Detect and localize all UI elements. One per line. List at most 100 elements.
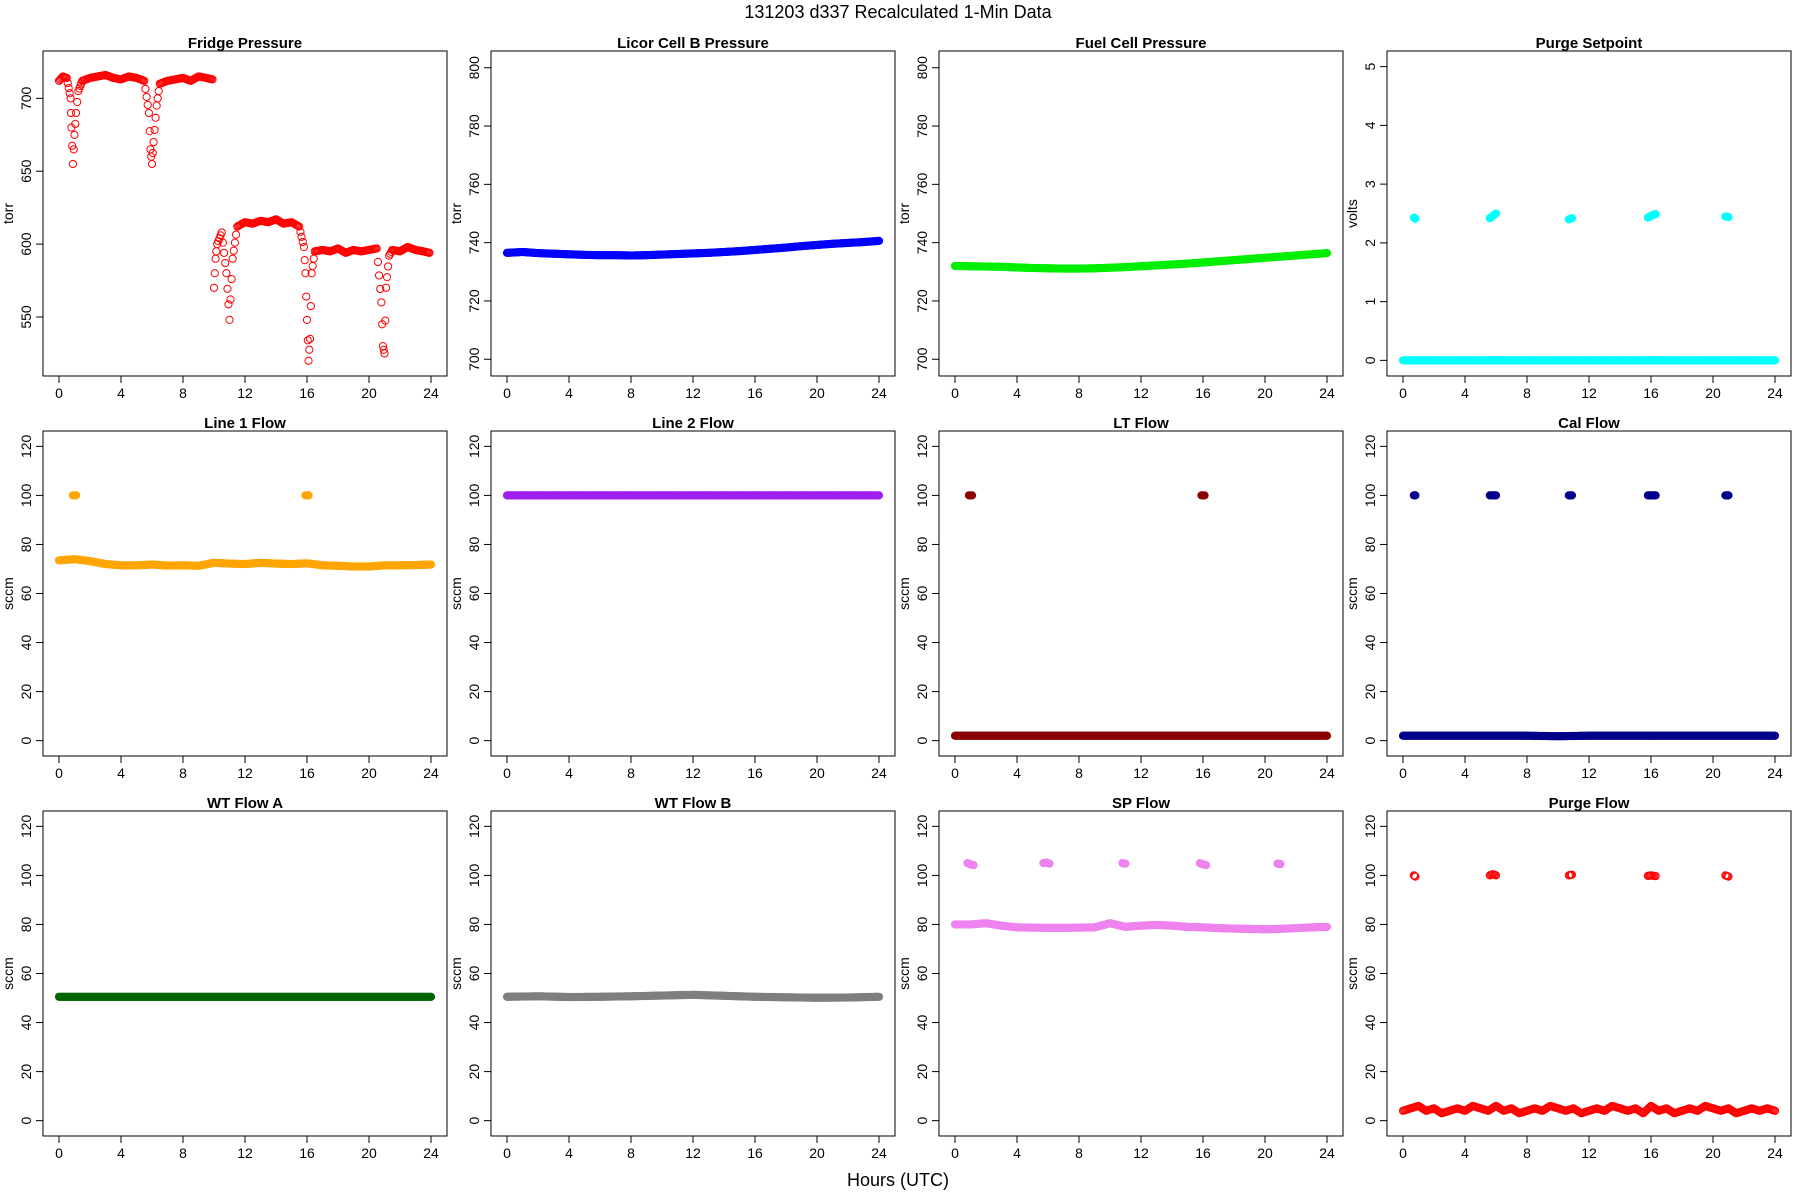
data-point — [426, 992, 436, 1001]
y-tick-label: 1 — [1362, 298, 1378, 306]
data-point — [1698, 1103, 1708, 1112]
data-point — [218, 238, 228, 247]
x-tick-label: 8 — [627, 765, 635, 781]
data-point — [230, 238, 240, 247]
data-point — [377, 298, 386, 307]
data-point — [217, 228, 226, 237]
x-tick-label: 24 — [1767, 385, 1783, 401]
x-tick-label: 0 — [1399, 765, 1407, 781]
y-tick-label: 40 — [466, 1015, 482, 1031]
plot-frame — [1386, 810, 1792, 1137]
x-tick-label: 8 — [1075, 1145, 1083, 1161]
y-tick-label: 40 — [914, 635, 930, 651]
y-tick-label: 20 — [1362, 1064, 1378, 1080]
series — [950, 919, 1332, 934]
y-tick-label: 800 — [466, 56, 482, 80]
data-point — [1322, 249, 1332, 258]
y-tick-label: 0 — [466, 1117, 482, 1125]
y-tick-label: 780 — [466, 114, 482, 138]
y-tick-label: 700 — [18, 86, 34, 110]
data-point — [381, 316, 390, 325]
data-points — [54, 491, 436, 571]
x-tick-label: 4 — [117, 765, 125, 781]
data-point — [1651, 491, 1660, 500]
x-tick-label: 8 — [1523, 765, 1531, 781]
data-point — [1200, 491, 1209, 500]
y-tick-label: 60 — [914, 586, 930, 602]
panel-title: Purge Flow — [1549, 795, 1630, 812]
series — [502, 491, 884, 500]
y-axis-label: sccm — [0, 577, 16, 610]
series — [502, 990, 884, 1002]
data-point — [1512, 1107, 1522, 1116]
data-point — [382, 273, 392, 282]
x-tick-label: 20 — [361, 765, 377, 781]
y-tick-label: 0 — [18, 737, 34, 745]
x-tick-label: 16 — [1195, 1145, 1211, 1161]
data-point — [1409, 871, 1418, 880]
panel-title: LT Flow — [1113, 415, 1169, 432]
data-point — [140, 76, 149, 85]
x-tick-label: 4 — [565, 765, 573, 781]
y-tick-label: 20 — [914, 684, 930, 700]
x-tick-label: 20 — [809, 765, 825, 781]
data-point — [1276, 860, 1285, 869]
data-point — [64, 84, 73, 93]
data-point — [1636, 1107, 1646, 1116]
y-axis-label: sccm — [1344, 577, 1360, 610]
y-tick-label: 20 — [466, 684, 482, 700]
y-tick-label: 120 — [1362, 434, 1378, 458]
y-tick-label: 100 — [1362, 484, 1378, 508]
panel-title: SP Flow — [1112, 795, 1170, 812]
data-point — [212, 247, 221, 256]
data-point — [301, 269, 310, 278]
x-tick-label: 24 — [1767, 1145, 1783, 1161]
data-point — [1410, 871, 1419, 881]
x-tick-label: 20 — [361, 1145, 377, 1161]
figure-title: 131203 d337 Recalculated 1-Min Data — [744, 2, 1052, 22]
x-tick-label: 16 — [1195, 765, 1211, 781]
data-point — [1466, 1103, 1475, 1112]
series — [68, 491, 313, 500]
y-axis-label: sccm — [0, 957, 16, 990]
y-tick-label: 80 — [914, 916, 930, 932]
x-tick-label: 8 — [1075, 765, 1083, 781]
x-tick-label: 20 — [809, 385, 825, 401]
panel-title: Cal Flow — [1558, 415, 1620, 432]
y-tick-label: 0 — [466, 737, 482, 745]
x-tick-label: 16 — [747, 765, 763, 781]
data-point — [401, 244, 410, 253]
y-tick-label: 0 — [18, 1117, 34, 1125]
x-tick-label: 8 — [179, 1145, 187, 1161]
data-point — [874, 992, 884, 1001]
panel-title: Line 2 Flow — [652, 415, 734, 432]
x-tick-label: 0 — [951, 1145, 959, 1161]
y-axis-label: torr — [448, 203, 464, 224]
x-tick-label: 20 — [361, 385, 377, 401]
data-point — [1411, 491, 1420, 500]
x-tick-label: 12 — [1581, 1145, 1597, 1161]
data-point — [306, 334, 315, 343]
x-tick-label: 20 — [1257, 385, 1273, 401]
x-tick-label: 12 — [237, 765, 253, 781]
x-tick-label: 0 — [503, 765, 511, 781]
data-point — [231, 230, 241, 239]
data-point — [62, 73, 71, 83]
y-tick-label: 700 — [914, 347, 930, 371]
data-point — [1770, 356, 1780, 365]
x-tick-label: 0 — [1399, 385, 1407, 401]
panel-title: WT Flow B — [655, 795, 732, 812]
data-point — [66, 94, 75, 103]
data-point — [302, 315, 312, 325]
data-point — [1411, 872, 1420, 881]
y-tick-label: 80 — [466, 536, 482, 552]
series — [54, 555, 436, 571]
x-tick-label: 20 — [1705, 765, 1721, 781]
series — [1398, 731, 1780, 741]
y-tick-label: 80 — [914, 536, 930, 552]
y-tick-label: 100 — [18, 484, 34, 508]
data-point — [380, 349, 389, 358]
x-tick-label: 4 — [1461, 1145, 1469, 1161]
x-tick-label: 8 — [627, 385, 635, 401]
y-tick-label: 80 — [466, 916, 482, 932]
